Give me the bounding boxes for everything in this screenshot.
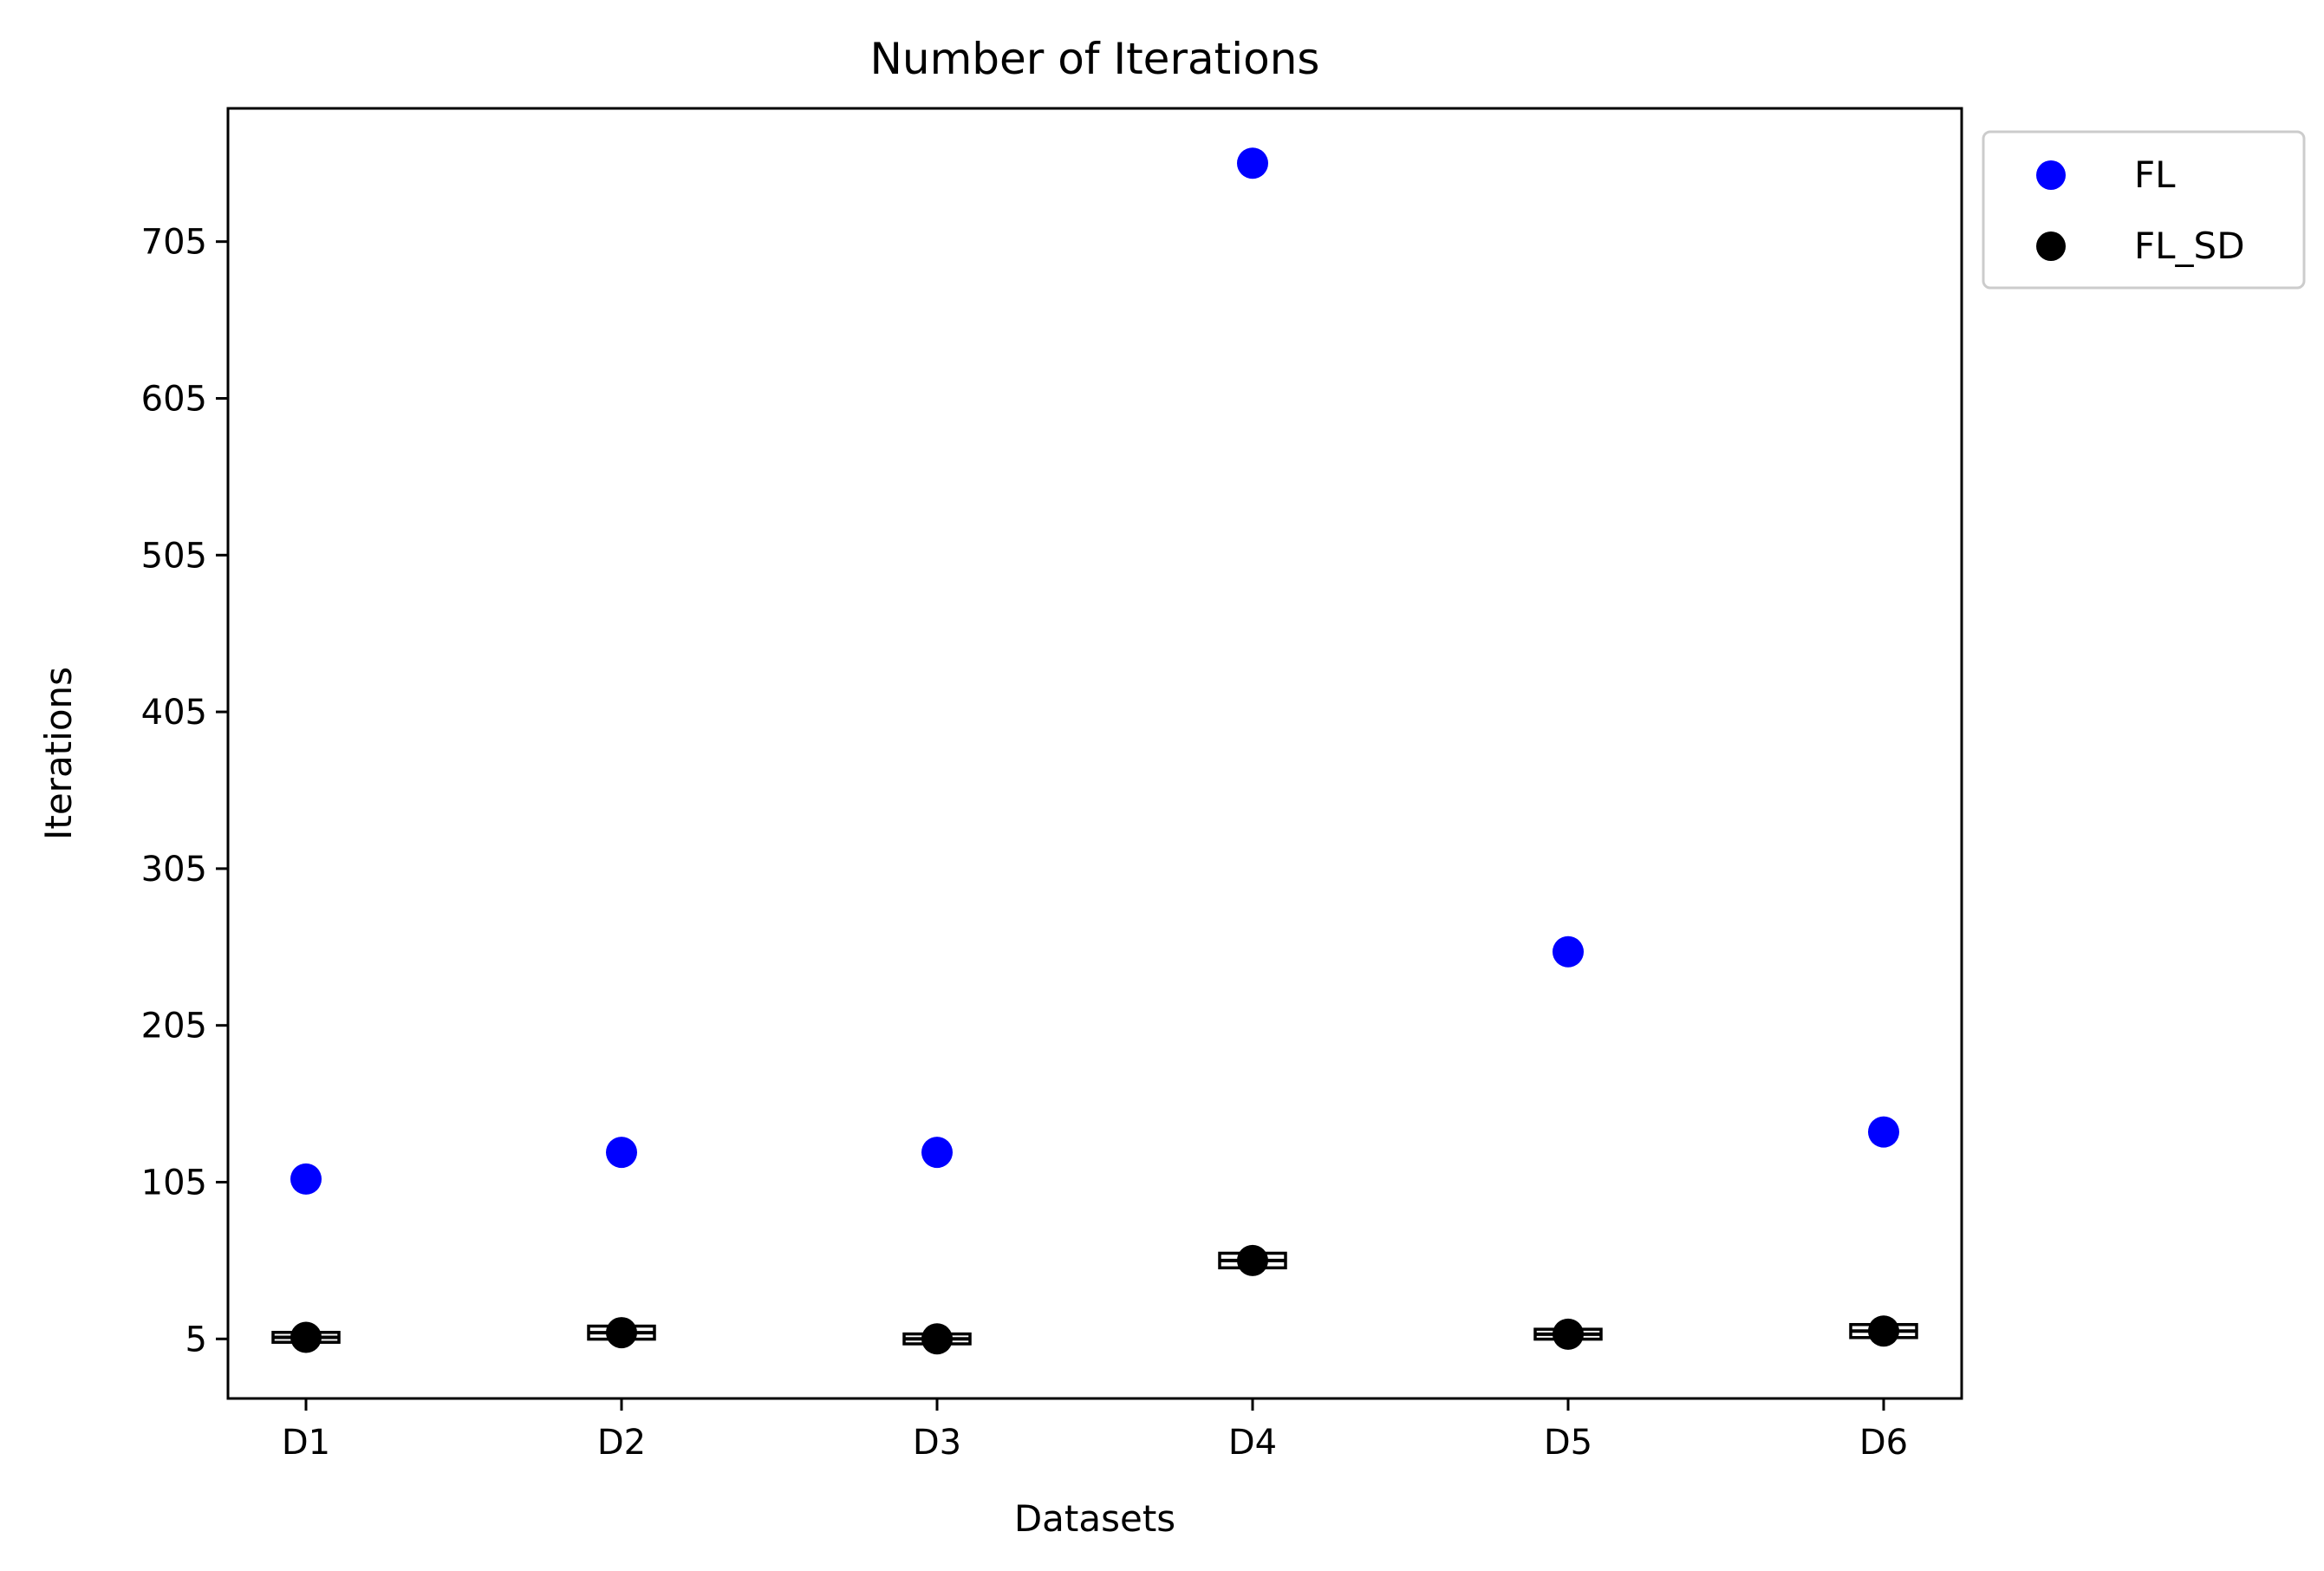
data-points (290, 147, 1899, 1355)
x-axis-ticks: D1 D2 D3 D4 D5 D6 (282, 1398, 1908, 1463)
point-fl-d6 (1868, 1116, 1899, 1148)
y-tick-label: 705 (141, 223, 207, 263)
point-fl-sd-d1 (290, 1321, 322, 1353)
y-tick-label: 605 (141, 379, 207, 419)
y-tick-label: 105 (141, 1163, 207, 1203)
x-tick-label: D6 (1859, 1423, 1908, 1463)
x-tick-label: D4 (1228, 1423, 1277, 1463)
x-tick-label: D5 (1544, 1423, 1592, 1463)
legend-marker-fl-sd (2036, 231, 2066, 261)
x-tick-label: D1 (282, 1423, 330, 1463)
legend-label-fl: FL (2134, 153, 2176, 196)
y-tick-label: 205 (141, 1007, 207, 1046)
y-axis-ticks: 5 105 205 305 405 505 605 705 (141, 223, 228, 1359)
point-fl-d3 (921, 1137, 953, 1169)
y-tick-label: 305 (141, 850, 207, 890)
x-tick-label: D2 (597, 1423, 646, 1463)
y-tick-label: 405 (141, 693, 207, 733)
legend: FL FL_SD (1982, 130, 2306, 290)
legend-marker-fl (2036, 160, 2066, 190)
point-fl-d2 (606, 1137, 637, 1169)
legend-label-fl-sd: FL_SD (2134, 225, 2245, 267)
point-fl-d1 (290, 1163, 322, 1195)
point-fl-sd-d4 (1237, 1244, 1268, 1276)
x-tick-label: D3 (913, 1423, 961, 1463)
point-fl-d5 (1553, 935, 1584, 968)
y-tick-label: 505 (141, 536, 207, 576)
point-fl-sd-d6 (1868, 1315, 1899, 1347)
point-fl-d4 (1237, 147, 1268, 179)
point-fl-sd-d2 (606, 1317, 637, 1349)
point-fl-sd-d3 (921, 1323, 953, 1355)
chart-title: Number of Iterations (870, 34, 1320, 84)
point-fl-sd-d5 (1553, 1318, 1584, 1350)
x-axis-title: Datasets (1014, 1497, 1175, 1540)
plot-area-frame (226, 107, 1963, 1400)
y-tick-label: 5 (186, 1320, 207, 1359)
y-axis-title: Iterations (37, 667, 80, 840)
